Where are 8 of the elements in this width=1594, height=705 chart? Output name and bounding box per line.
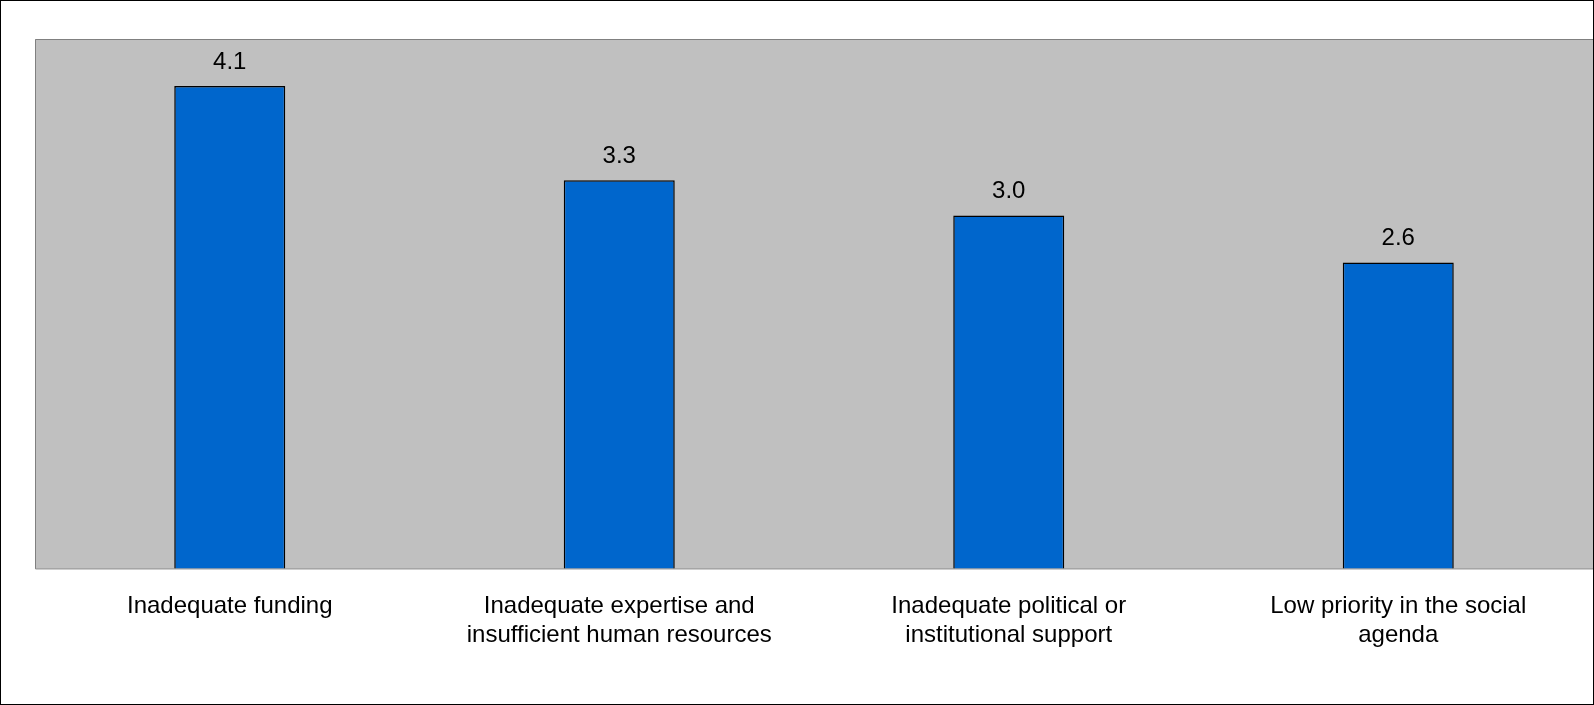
data-label: 3.0 bbox=[992, 176, 1026, 204]
x-tick-label: Low priority in the social agenda bbox=[1270, 591, 1527, 648]
data-label: 2.6 bbox=[1381, 223, 1415, 251]
data-label: 4.1 bbox=[213, 46, 247, 74]
x-tick-label: Inadequate expertise and insufficient human resources bbox=[466, 591, 772, 648]
x-tick-label: Inadequate funding bbox=[126, 591, 333, 619]
data-label: 3.3 bbox=[602, 140, 636, 168]
x-tick-label: Inadequate political or institutional support bbox=[891, 591, 1127, 648]
